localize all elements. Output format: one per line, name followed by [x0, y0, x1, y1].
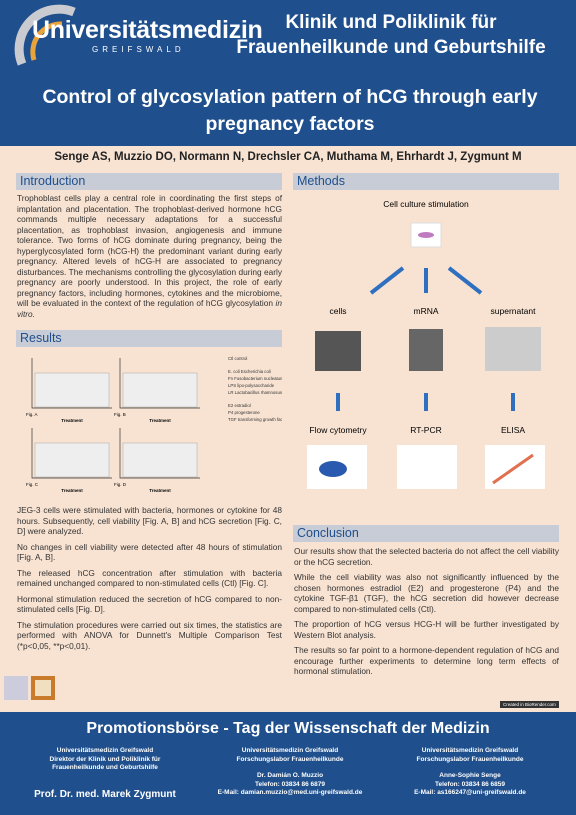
section-heading: Results	[16, 330, 282, 347]
method-label: Flow cytometry	[309, 425, 367, 435]
conclusion-text: Our results show that the selected bacte…	[294, 546, 559, 682]
method-label: cells	[329, 306, 346, 316]
footer-prof: Prof. Dr. med. Marek Zygmunt	[34, 789, 176, 800]
footer-col: Universitätsmedizin Greifswald Direktor d…	[20, 747, 190, 773]
footer-line: Universitätsmedizin Greifswald	[421, 747, 519, 754]
legend-item: Fn Fusobacterium nucleatum	[228, 376, 282, 381]
footer-col: Universitätsmedizin Greifswald Forschungs…	[385, 747, 555, 798]
footer-line: Anne-Sophie Senge	[439, 772, 501, 779]
method-label: mRNA	[413, 306, 438, 316]
footer-line: E-Mail: damian.muzzio@med.uni-greifswald…	[217, 789, 363, 796]
paragraph: Hormonal stimulation reduced the secreti…	[17, 593, 282, 615]
paragraph: No changes in cell viability were detect…	[17, 541, 282, 563]
footer-line: Universitätsmedizin Greifswald	[241, 747, 339, 754]
footer-line: Direktor der Klinik und Poliklinik für	[49, 755, 161, 763]
authors: Senge AS, Muzzio DO, Normann N, Drechsle…	[54, 151, 522, 163]
paragraph: While the cell viability was also not si…	[294, 572, 559, 614]
paragraph: The stimulation procedures were carried …	[17, 619, 282, 651]
logo-name: Universitätsmedizin	[32, 16, 263, 44]
panel	[34, 442, 110, 478]
footer-line: E-Mail: as166247@uni-greifswald.de	[414, 789, 526, 796]
results-figure: Fig. A Treatment Fig. B Treatment Fig. C Trea…	[26, 356, 282, 493]
intro-italic: in vitro.	[17, 298, 282, 319]
legend-item: Ctl control	[228, 356, 247, 361]
figure-label: Fig. A	[26, 412, 38, 417]
footer-line: Telefon: 03834 86 6879	[255, 780, 325, 788]
footer-line: Dr. Damián O. Muzzio	[256, 772, 324, 779]
paragraph: The results so far point to a hormone-de…	[294, 645, 559, 676]
footer-line: Frauenheilkunde und Geburtshilfe	[52, 764, 158, 771]
figure-label: Fig. C	[26, 482, 39, 487]
axis	[31, 428, 112, 479]
paragraph: Our results show that the selected bacte…	[294, 546, 559, 567]
footer-line: Forschungslabor Frauenheilkunde	[236, 755, 344, 763]
badge: Created in BioRender.com	[500, 701, 559, 708]
method-label: Cell culture stimulation	[383, 199, 469, 209]
results-text: JEG-3 cells were stimulated with bacteri…	[17, 505, 282, 656]
axis	[119, 428, 200, 479]
method-label: RT-PCR	[410, 425, 442, 435]
footer-title: Promotionsbörse - Tag der Wissenschaft d…	[86, 720, 490, 737]
paragraph: JEG-3 cells were stimulated with bacteri…	[17, 505, 282, 536]
methods-diagram: Cell culture stimulation cells mRNA superna…	[307, 199, 545, 489]
panel	[122, 372, 198, 408]
title: Control of glycosylation pattern of hCG …	[42, 86, 538, 135]
clinic: Klinik und Poliklinik für Frauenheilkund…	[236, 12, 546, 58]
intro-body: Trophoblast cells play a central role in…	[17, 193, 282, 308]
axis-label: Treatment	[61, 418, 83, 423]
paragraph: The proportion of hCG versus HCG-H will …	[294, 619, 559, 640]
paragraph: The released hCG concentration after sti…	[17, 567, 282, 589]
axis	[119, 358, 200, 409]
axis-label: Treatment	[149, 418, 171, 423]
qr-codes	[4, 676, 55, 700]
footer-col: Universitätsmedizin Greifswald Forschungs…	[205, 747, 375, 798]
footer-line: Forschungslabor Frauenheilkunde	[416, 755, 524, 763]
section-heading: Methods	[293, 173, 559, 190]
axis-label: Treatment	[61, 488, 83, 493]
footer: Promotionsbörse - Tag der Wissenschaft d…	[0, 712, 576, 815]
footer-line: Telefon: 03834 86 6859	[435, 780, 505, 788]
panel	[122, 442, 198, 478]
axis	[31, 358, 112, 409]
method-label: supernatant	[491, 306, 537, 316]
footer-line: Universitätsmedizin Greifswald	[56, 747, 154, 754]
legend-item: E2 estradiol	[228, 403, 251, 408]
method-label: ELISA	[501, 425, 525, 435]
legend-item: LR Lactobacillus rhamnosus	[228, 390, 282, 395]
logo-arc	[14, 4, 76, 66]
header: Universitätsmedizin GREIFSWALD Klinik un…	[0, 0, 576, 146]
legend-item: TGF transforming growth factor β1	[228, 417, 282, 422]
axis-label: Treatment	[149, 488, 171, 493]
logo-sub: GREIFSWALD	[92, 45, 185, 54]
figure-label: Fig. D	[114, 482, 127, 487]
legend-item: E. coli Escherichia coli	[228, 369, 271, 374]
intro-text: Trophoblast cells play a central role in…	[17, 193, 282, 319]
spacer	[205, 764, 375, 772]
legend-item: LPS lipo-polysaccharide	[228, 383, 275, 388]
legend-item: P4 progesterone	[228, 410, 260, 415]
spacer	[385, 764, 555, 772]
section-heading: Introduction	[16, 173, 282, 190]
panel	[34, 372, 110, 408]
section-heading: Conclusion	[293, 525, 559, 542]
figure-label: Fig. B	[114, 412, 126, 417]
